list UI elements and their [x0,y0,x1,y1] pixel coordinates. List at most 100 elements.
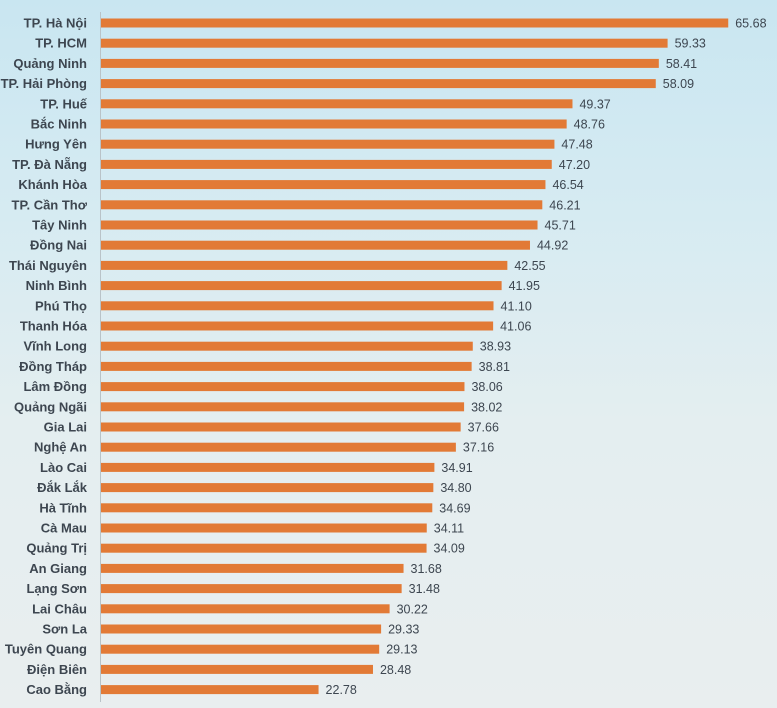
bar [101,38,668,48]
value-label: 41.06 [500,320,531,334]
category-label: TP. Cần Thơ [12,197,88,212]
bar [101,664,373,674]
bar [101,240,530,250]
category-label: Sơn La [42,622,87,637]
category-label: Tuyên Quang [5,642,87,657]
value-label: 34.91 [441,461,472,475]
category-label: Tây Ninh [32,218,87,233]
bar [101,301,494,311]
bar [101,382,465,392]
value-label: 38.93 [480,340,511,354]
bar [101,402,465,412]
category-label: Cà Mau [41,521,87,536]
category-label: Điện Biên [27,662,87,677]
value-label: 41.10 [501,299,532,313]
category-label: Phú Thọ [35,298,87,313]
value-label: 22.78 [326,683,357,697]
bar [101,159,552,169]
bar [101,462,435,472]
category-label: Bắc Ninh [31,117,87,132]
value-label: 31.48 [409,582,440,596]
category-label: Lâm Đồng [23,379,87,394]
bar [101,483,434,493]
bar [101,79,656,89]
value-label: 41.95 [509,279,540,293]
bar [101,180,546,190]
value-label: 28.48 [380,663,411,677]
category-label: Thái Nguyên [9,258,87,273]
category-label: Gia Lai [44,420,87,435]
value-label: 59.33 [675,37,706,51]
category-label: Quảng Ngãi [14,399,87,414]
value-label: 38.02 [471,400,502,414]
value-label: 34.69 [439,501,470,515]
value-label: 48.76 [574,118,605,132]
bar [101,503,433,513]
value-label: 34.09 [434,542,465,556]
value-label: 42.55 [514,259,545,273]
value-label: 58.41 [666,57,697,71]
bar [101,543,427,553]
value-label: 38.06 [471,380,502,394]
value-label: 29.33 [388,623,419,637]
value-label: 49.37 [579,97,610,111]
bar [101,99,573,109]
bar [101,200,543,210]
bar [101,584,402,594]
category-label: TP. Hà Nội [24,16,87,31]
value-label: 46.54 [552,178,583,192]
value-label: 37.16 [463,441,494,455]
value-label: 31.68 [411,562,442,576]
category-label: Lai Châu [32,601,87,616]
bar [101,361,472,371]
bar [101,260,508,270]
bar [101,119,567,129]
value-label: 34.80 [440,481,471,495]
value-label: 47.20 [559,158,590,172]
category-label: Khánh Hòa [18,177,87,192]
category-label: TP. Hải Phòng [1,76,87,91]
value-label: 47.48 [561,138,592,152]
category-label: Đồng Tháp [19,359,87,374]
bar [101,220,538,230]
category-label: Ninh Bình [26,278,87,293]
category-label: Đắk Lắk [37,480,88,495]
value-label: 58.09 [663,77,694,91]
category-label: Lào Cai [40,460,87,475]
bar [101,139,555,149]
category-label: TP. HCM [35,36,87,51]
category-label: Cao Bằng [26,682,87,697]
category-label: Quảng Trị [26,541,87,556]
bar [101,442,456,452]
value-label: 45.71 [545,219,576,233]
category-label: Vĩnh Long [23,339,87,354]
bar [101,604,390,614]
bar [101,563,404,573]
bar [101,523,427,533]
bar [101,281,502,291]
value-label: 34.11 [434,522,464,536]
category-label: TP. Huế [40,96,87,111]
category-label: Nghệ An [34,440,87,455]
category-label: Lạng Sơn [26,581,87,596]
value-label: 46.21 [549,198,580,212]
bar [101,624,382,634]
category-label: An Giang [29,561,87,576]
value-label: 29.13 [386,643,417,657]
bar [101,341,473,351]
value-label: 37.66 [468,421,499,435]
bar [101,422,461,432]
value-label: 30.22 [397,602,428,616]
bar [101,58,659,68]
value-label: 65.68 [735,17,766,31]
category-label: Hà Tĩnh [39,500,87,515]
category-label: Thanh Hóa [20,319,88,334]
bar [101,18,729,28]
category-label: TP. Đà Nẵng [12,157,87,172]
value-label: 44.92 [537,239,568,253]
bar [101,321,494,331]
bar [101,644,380,654]
bar [101,685,319,695]
category-label: Hưng Yên [25,137,87,152]
